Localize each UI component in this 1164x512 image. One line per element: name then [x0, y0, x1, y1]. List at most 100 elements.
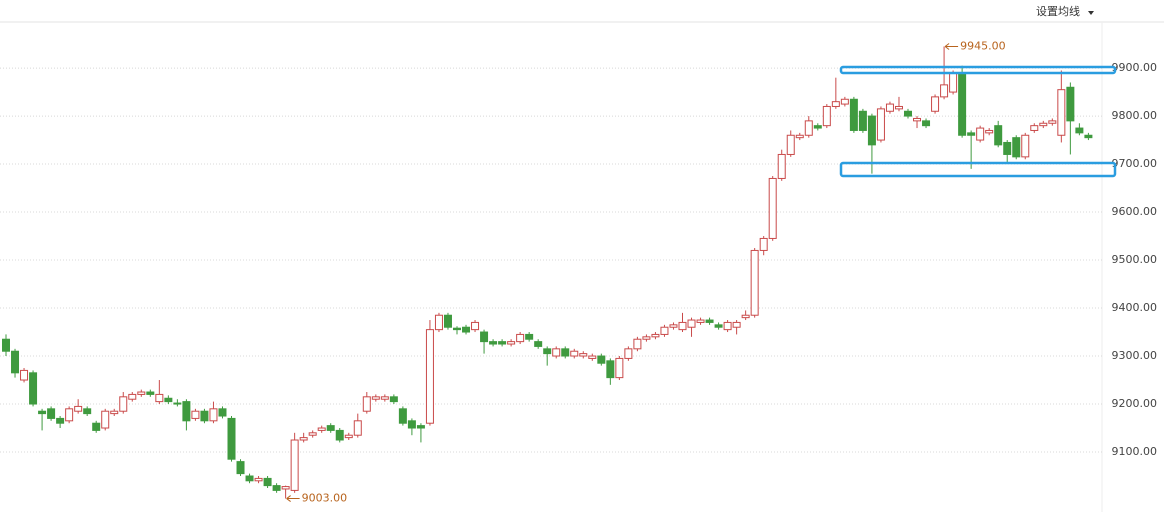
- candle-body: [290, 439, 299, 491]
- candle-body: [317, 427, 326, 431]
- candle-body: [453, 327, 461, 331]
- candle-body: [931, 96, 940, 112]
- candle-body: [750, 249, 759, 316]
- candle-body: [615, 357, 624, 379]
- candle-body: [1084, 134, 1093, 139]
- candle-body: [552, 348, 561, 357]
- candle-body: [660, 326, 669, 335]
- candle-body: [831, 101, 840, 107]
- candle-body: [543, 348, 552, 355]
- candle-body: [777, 153, 786, 179]
- y-tick-label: 9400.00: [1112, 301, 1158, 314]
- y-tick-label: 9700.00: [1112, 157, 1158, 170]
- candle-body: [92, 422, 101, 431]
- candle-body: [967, 132, 976, 136]
- candle-body: [885, 103, 894, 112]
- candle-body: [200, 410, 209, 422]
- candle-body: [606, 360, 615, 379]
- candle-body: [398, 408, 407, 424]
- candle-body: [579, 353, 588, 357]
- candle-body: [976, 127, 985, 141]
- candle-body: [263, 477, 272, 487]
- menu-arrow[interactable]: [1088, 11, 1094, 15]
- candle-body: [985, 129, 994, 134]
- candle-body: [696, 319, 705, 323]
- candle-body: [119, 396, 128, 412]
- candle-body: [344, 434, 353, 439]
- candle-body: [651, 333, 660, 338]
- candle-body: [786, 134, 795, 155]
- candle-body: [489, 341, 498, 345]
- annotation-label: 9945.00: [960, 39, 1006, 52]
- candle-body: [65, 408, 74, 422]
- candle-body: [299, 437, 308, 441]
- candle-body: [254, 477, 263, 482]
- candle-body: [1030, 125, 1039, 131]
- candle-body: [101, 410, 110, 429]
- candle-body: [913, 117, 922, 122]
- candle-body: [407, 420, 416, 429]
- candle-body: [723, 321, 732, 331]
- candle-body: [1012, 137, 1021, 158]
- y-tick-label: 9900.00: [1112, 61, 1158, 74]
- candle-body: [209, 408, 218, 422]
- candle-body: [904, 110, 912, 117]
- candle-body: [669, 324, 678, 328]
- candle-body: [11, 350, 20, 374]
- candle-body: [822, 105, 831, 127]
- candle-body: [380, 396, 389, 400]
- candle-body: [182, 401, 191, 422]
- candle-body: [462, 326, 471, 333]
- candle-body: [335, 429, 344, 441]
- candle-body: [1048, 120, 1057, 124]
- candle-body: [281, 486, 290, 490]
- candle-body: [146, 391, 155, 395]
- candle-body: [507, 341, 516, 345]
- candle-body: [47, 408, 56, 419]
- candle-body: [949, 72, 958, 93]
- candle-body: [994, 125, 1003, 146]
- resistance-highlight: [839, 65, 1117, 75]
- candle-body: [525, 333, 534, 340]
- candle-body: [876, 108, 885, 141]
- plot: 9100.00 9200.00 9300.00 9400.00 9500.00 9600.…: [0, 39, 1158, 505]
- y-tick-label: 9500.00: [1112, 253, 1158, 266]
- candle-body: [768, 177, 777, 239]
- candle-body: [389, 396, 398, 403]
- candle-body: [1021, 134, 1030, 158]
- annotation-label: 9003.00: [302, 492, 348, 505]
- y-tick-label: 9800.00: [1112, 109, 1158, 122]
- candle-body: [1066, 86, 1075, 122]
- candle-body: [137, 391, 146, 395]
- candle-body: [38, 410, 47, 415]
- candle-body: [687, 319, 696, 328]
- y-tick-label: 9300.00: [1112, 349, 1158, 362]
- candle-body: [867, 115, 876, 146]
- candle-body: [1075, 127, 1084, 134]
- candle-body: [498, 341, 507, 345]
- candle-body: [705, 319, 714, 323]
- candle-body: [858, 110, 867, 131]
- candle-body: [849, 98, 858, 131]
- candle-body: [624, 348, 633, 359]
- candle-body: [813, 125, 822, 129]
- candle-body: [29, 372, 38, 405]
- ma-menu[interactable]: 设置均线: [1036, 4, 1080, 18]
- candle-body: [416, 425, 425, 429]
- candle-body: [561, 348, 570, 357]
- y-tick-label: 9100.00: [1112, 445, 1158, 458]
- candle-body: [570, 350, 579, 357]
- candle-body: [534, 341, 543, 347]
- candle-body: [894, 105, 903, 110]
- candle-body: [678, 321, 687, 331]
- annotation-arrow: [944, 43, 959, 50]
- candle-body: [362, 396, 371, 412]
- candle-body: [353, 420, 362, 436]
- support-highlight: [839, 161, 1117, 178]
- candle-body: [1039, 122, 1048, 127]
- candle-body: [128, 393, 137, 400]
- candle-body: [326, 425, 335, 431]
- candle-body: [425, 329, 434, 424]
- candle-body: [236, 461, 245, 475]
- candle-body: [840, 98, 849, 105]
